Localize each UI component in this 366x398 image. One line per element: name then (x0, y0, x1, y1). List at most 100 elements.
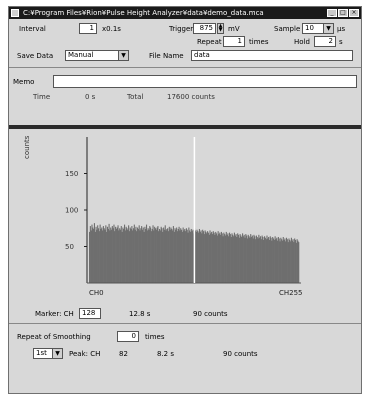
hold-label: Hold (294, 38, 310, 46)
save-data-select[interactable]: Manual ▼ (65, 50, 129, 61)
close-button[interactable]: × (349, 9, 359, 17)
repeat-unit: times (249, 38, 269, 46)
histogram-bar (280, 237, 282, 283)
histogram-bar (272, 237, 274, 283)
histogram-bar (110, 229, 113, 283)
histogram-bar (230, 237, 232, 283)
histogram-bar (269, 236, 271, 283)
histogram-bar (292, 239, 294, 283)
histogram-bar (187, 232, 189, 283)
histogram-bar (182, 227, 184, 283)
histogram-bar (183, 230, 185, 283)
histogram-bar (224, 234, 226, 283)
file-name-input[interactable]: data (191, 50, 353, 61)
marker-counts: 90 counts (193, 310, 228, 318)
histogram-bar (271, 240, 273, 283)
histogram-bar (251, 235, 253, 283)
histogram-bar (139, 230, 141, 283)
histogram-bar (99, 224, 101, 283)
histogram-bar (261, 235, 263, 283)
histogram-bar (128, 225, 130, 283)
sample-select[interactable]: 10 ▼ (302, 23, 334, 34)
histogram-bar (115, 226, 117, 283)
interval-input[interactable]: 1 (79, 23, 97, 34)
repeat-input[interactable]: 1 (223, 36, 245, 47)
histogram-bar (266, 235, 268, 283)
trigger-input[interactable]: 875 (193, 23, 216, 34)
histogram-bar (211, 234, 214, 283)
histogram-bar (247, 234, 249, 283)
histogram-bar (133, 224, 135, 283)
histogram-bar (259, 236, 262, 283)
histogram-bar (242, 233, 244, 283)
histogram-bar (168, 226, 170, 283)
histogram-bar (229, 234, 231, 283)
histogram-bar (250, 237, 253, 283)
histogram-bar (259, 237, 261, 283)
histogram-bar (250, 234, 252, 283)
histogram-bar (204, 230, 206, 283)
histogram-bar (205, 231, 207, 283)
histogram-bar (268, 237, 270, 283)
smoothing-input[interactable]: 0 (117, 331, 139, 342)
peak-counts: 90 counts (223, 350, 258, 358)
histogram-bar (152, 225, 154, 283)
histogram-bar (145, 228, 147, 283)
histogram-bar (207, 232, 209, 283)
peak-channel: 82 (119, 350, 128, 358)
histogram-bar (180, 228, 182, 283)
maximize-button[interactable]: □ (338, 9, 348, 17)
trigger-spinner[interactable]: ▲ ▼ (217, 23, 224, 34)
chevron-down-icon[interactable]: ▼ (323, 24, 333, 33)
histogram-bar (146, 230, 148, 283)
histogram-bar (267, 238, 269, 283)
histogram-bar (208, 234, 210, 283)
trigger-unit: mV (228, 25, 240, 33)
histogram-bar (167, 228, 169, 283)
marker-channel-input[interactable]: 128 (79, 308, 101, 319)
histogram-bar (274, 236, 276, 283)
histogram-bar (163, 229, 165, 283)
spectrum-chart[interactable]: counts 150 100 50 CH0 CH255 (9, 129, 361, 309)
histogram-bar (156, 227, 158, 283)
interval-unit: x0.1s (102, 25, 121, 33)
histogram-bar (287, 242, 289, 283)
app-icon (11, 9, 19, 17)
histogram-bar (192, 229, 194, 283)
hold-input[interactable]: 2 (314, 36, 336, 47)
histogram-bar (210, 233, 212, 283)
histogram-bar (96, 229, 98, 283)
save-data-value: Manual (68, 51, 94, 59)
histogram-bar (217, 231, 219, 283)
smoothing-order-select[interactable]: 1st ▼ (33, 348, 63, 359)
histogram-bar (222, 236, 224, 283)
memo-input[interactable] (53, 75, 357, 88)
histogram-bar (132, 230, 134, 283)
histogram-bar (219, 232, 221, 283)
histogram-bar (174, 228, 176, 283)
smoothing-unit: times (145, 333, 165, 341)
chevron-down-icon[interactable]: ▼ (118, 51, 128, 60)
histogram-bar (93, 223, 95, 283)
analyzer-window: C:¥Program Files¥Rion¥Pulse Height Analy… (8, 6, 362, 394)
histogram-bar (293, 242, 295, 283)
histogram-bar (190, 228, 192, 283)
histogram-bar (200, 230, 202, 283)
histogram-bar (184, 228, 186, 283)
time-label: Time (33, 93, 51, 101)
histogram-bar (246, 235, 248, 283)
histogram-bar (201, 233, 203, 283)
histogram-bar (155, 229, 157, 283)
histogram-bar (249, 237, 251, 283)
chevron-down-icon[interactable]: ▼ (52, 349, 62, 358)
minimize-button[interactable]: _ (327, 9, 337, 17)
histogram-bar (276, 237, 278, 283)
histogram-bar (135, 226, 137, 283)
histogram-bar (198, 228, 200, 283)
histogram-bar (166, 228, 168, 283)
histogram-bar (114, 231, 116, 283)
histogram-bar (206, 233, 208, 283)
histogram-bar (126, 228, 128, 283)
histogram-bar (163, 227, 165, 283)
divider (9, 67, 361, 68)
